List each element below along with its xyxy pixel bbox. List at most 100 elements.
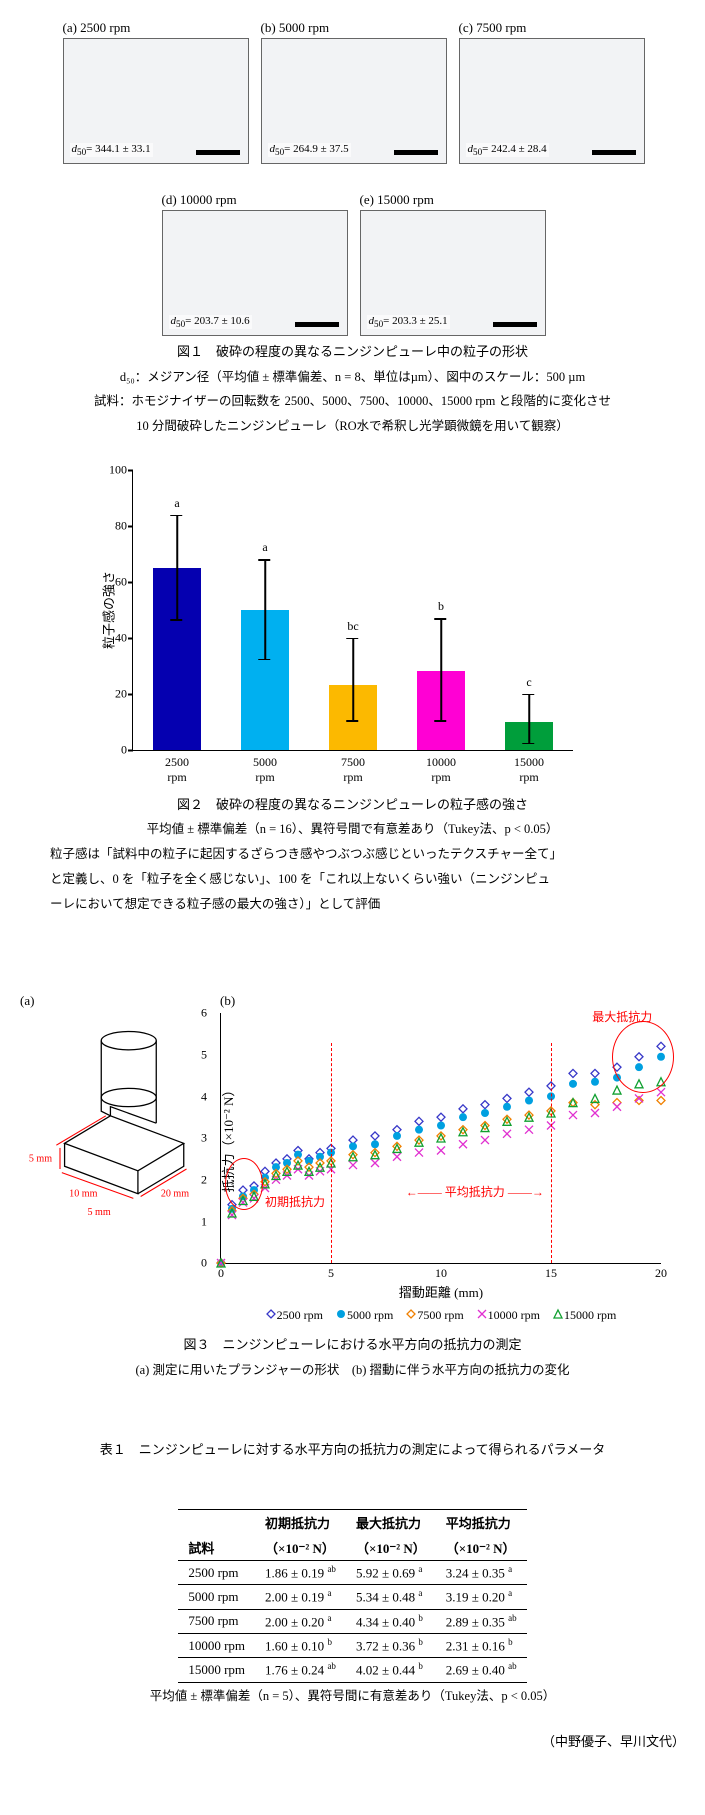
legend-item: 5000 rpm [335,1308,393,1322]
fig2-ytick: 0 [97,742,127,757]
cell-sample: 15000 rpm [178,1658,255,1682]
table-row: 5000 rpm 2.00 ± 0.19 a 5.34 ± 0.48 a 3.1… [178,1585,526,1609]
legend-item: 7500 rpm [405,1308,463,1322]
bar-slot: c 15000rpm [485,470,573,750]
micro-image: d50= 264.9 ± 37.5 [261,38,447,164]
fig2-caption-title: 図２ 破砕の程度の異なるニンジンピューレの粒子感の強さ [50,795,655,815]
fig3-circle-max [612,1021,674,1093]
fig3-xtick: 10 [435,1266,447,1281]
fig3-xtick: 5 [328,1266,334,1281]
micrograph-e: (e) 15000 rpm d50= 203.3 ± 25.1 [360,192,544,336]
author-credit: （中野優子、早川文代） [20,1731,685,1750]
fig2-caption-3: と定義し、0 を「粒子を全く感じない」、100 を「これ以上ないくらい強い（ニン… [50,870,655,889]
cell-max: 5.34 ± 0.48 a [346,1585,436,1609]
fig3-caption-line1: (a) 測定に用いたプランジャーの形状 (b) 摺動に伴う水平方向の抵抗力の変化 [50,1361,655,1380]
sig-label: b [438,599,444,614]
fig3-ytick: 2 [201,1172,207,1187]
fig3-container: (a) 5 mm [20,993,685,1323]
dim-h: 5 mm [29,1154,52,1165]
fig3-panel-a: (a) 5 mm [20,993,220,1239]
fig3-scatter-chart: 抵抗力（×10⁻² N） 摺動距離 (mm) 初期抵抗力 ←―― 平均抵抗力 ―… [220,1013,661,1264]
fig3-ytick: 1 [201,1214,207,1229]
micro-image: d50= 242.4 ± 28.4 [459,38,645,164]
sig-label: c [526,675,531,690]
cell-init: 1.60 ± 0.10 b [255,1633,346,1657]
fig2-caption-2: 粒子感は「試料中の粒子に起因するざらつき感やつぶつぶ感じといったテクスチャー全て… [50,845,655,864]
fig3-panel-b-wrap: (b) 抵抗力（×10⁻² N） 摺動距離 (mm) 初期抵抗力 ←―― 平均抵… [220,993,661,1323]
bar-slot: a 2500rpm [133,470,221,750]
fig3-ytick: 3 [201,1131,207,1146]
fig3-vline-5 [331,1043,332,1263]
plunger-diagram: 5 mm 10 mm 5 mm 20 mm [20,1015,210,1235]
cell-init: 1.86 ± 0.19 ab [255,1561,346,1585]
error-bar [264,559,266,660]
table1-title: 表１ ニンジンピューレに対する水平方向の抵抗力の測定によって得られるパラメータ [50,1440,655,1460]
error-bar [440,618,442,722]
bar-xlabel: 2500rpm [133,755,221,784]
fig3-a-label: (a) [20,993,220,1009]
fig3-legend: 2500 rpm5000 rpm7500 rpm10000 rpm15000 r… [220,1308,661,1323]
cell-init: 1.76 ± 0.24 ab [255,1658,346,1682]
legend-item: 10000 rpm [476,1308,540,1322]
cell-avg: 3.19 ± 0.20 a [436,1585,527,1609]
micrograph-b: (b) 5000 rpm d50= 264.9 ± 37.5 [261,20,445,164]
table-row: 10000 rpm 1.60 ± 0.10 b 3.72 ± 0.36 b 2.… [178,1633,526,1657]
micro-label: (a) 2500 rpm [63,20,247,36]
bar-slot: a 5000rpm [221,470,309,750]
table1-footer: 平均値 ± 標準偏差（n = 5）、異符号間に有意差あり（Tukey法、p < … [50,1687,655,1706]
dim-w: 10 mm [69,1189,97,1200]
micro-image: d50= 344.1 ± 33.1 [63,38,249,164]
fig1-caption-line1: d₅₀：メジアン径（平均値 ± 標準偏差、n = 8、単位はµm）、図中のスケー… [50,368,655,387]
cell-avg: 2.69 ± 0.40 ab [436,1658,527,1682]
sig-label: bc [347,619,358,634]
d50-value: d50= 344.1 ± 33.1 [70,143,153,157]
fig3-plot-area [221,1013,661,1263]
cell-max: 4.34 ± 0.40 b [346,1609,436,1633]
fig2-ytick: 100 [97,462,127,477]
table1-col-sample: 試料 [178,1510,255,1561]
fig2-ytick: 20 [97,686,127,701]
cell-sample: 5000 rpm [178,1585,255,1609]
micro-image: d50= 203.7 ± 10.6 [162,210,348,336]
table1-unit-1: （×10⁻² N） [255,1535,346,1561]
bar-xlabel: 10000rpm [397,755,485,784]
fig3-ytick: 6 [201,1006,207,1021]
dim-d: 5 mm [88,1207,111,1218]
bar-slot: bc 7500rpm [309,470,397,750]
cell-avg: 3.24 ± 0.35 a [436,1561,527,1585]
micro-label: (c) 7500 rpm [459,20,643,36]
table1-col-avg: 平均抵抗力 [436,1510,527,1536]
table-row: 15000 rpm 1.76 ± 0.24 ab 4.02 ± 0.44 b 2… [178,1658,526,1682]
fig2-ytick: 40 [97,630,127,645]
table1-unit-2: （×10⁻² N） [346,1535,436,1561]
fig3-xtick: 15 [545,1266,557,1281]
error-bar [352,638,354,722]
cell-max: 4.02 ± 0.44 b [346,1658,436,1682]
fig2-ytick: 60 [97,574,127,589]
table1-unit-3: （×10⁻² N） [436,1535,527,1561]
fig1-caption-title: 図１ 破砕の程度の異なるニンジンピューレ中の粒子の形状 [50,342,655,362]
fig1-caption-line2: 試料：ホモジナイザーの回転数を 2500、5000、7500、10000、150… [50,392,655,411]
fig3-ytick: 5 [201,1047,207,1062]
fig3-caption-title: 図３ ニンジンピューレにおける水平方向の抵抗力の測定 [50,1335,655,1355]
d50-value: d50= 264.9 ± 37.5 [268,143,351,157]
fig2-caption-1: 平均値 ± 標準偏差（n = 16）、異符号間で有意差あり（Tukey法、p <… [50,820,655,839]
fig3-xlabel: 摺動距離 (mm) [399,1282,483,1301]
fig3-xtick: 0 [218,1266,224,1281]
fig3-xtick: 20 [655,1266,667,1281]
cell-sample: 10000 rpm [178,1633,255,1657]
fig2-ytick: 80 [97,518,127,533]
fig1-caption-line3: 10 分間破砕したニンジンピューレ（RO水で希釈し光学顕微鏡を用いて観察） [50,417,655,436]
table1-col-init: 初期抵抗力 [255,1510,346,1536]
table-row: 2500 rpm 1.86 ± 0.19 ab 5.92 ± 0.69 a 3.… [178,1561,526,1585]
fig3-ytick: 0 [201,1256,207,1271]
micro-label: (d) 10000 rpm [162,192,346,208]
d50-value: d50= 242.4 ± 28.4 [466,143,549,157]
bar-xlabel: 15000rpm [485,755,573,784]
cell-max: 3.72 ± 0.36 b [346,1633,436,1657]
micro-label: (e) 15000 rpm [360,192,544,208]
d50-value: d50= 203.7 ± 10.6 [169,315,252,329]
table1-col-max: 最大抵抗力 [346,1510,436,1536]
bar-slot: b 10000rpm [397,470,485,750]
fig3-anno-max: 最大抵抗力 [592,1008,652,1025]
